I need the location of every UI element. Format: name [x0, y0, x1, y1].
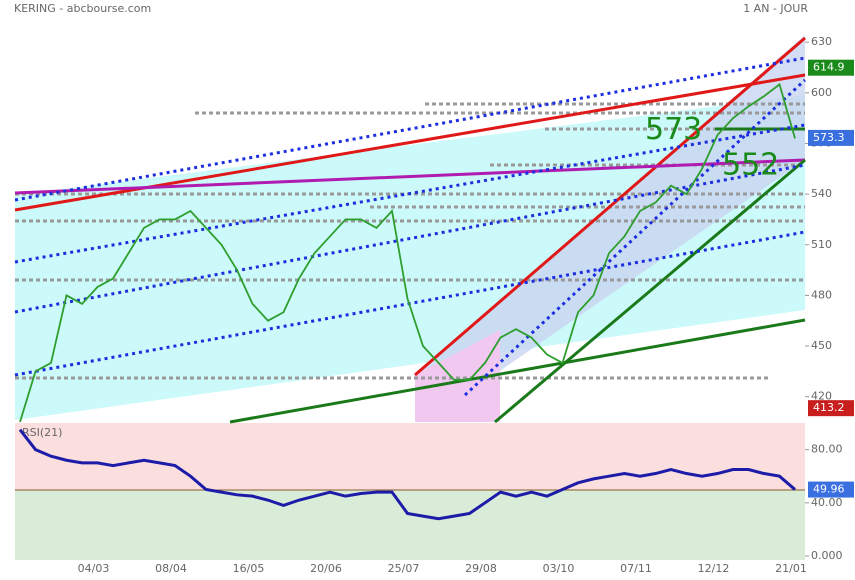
- y-tick-label: 540: [811, 187, 832, 200]
- y-tick-label: 40.00: [811, 496, 843, 509]
- x-tick-label: 16/05: [233, 562, 265, 575]
- price-tag: [808, 129, 854, 146]
- rsi-title: RSI(21): [22, 426, 62, 439]
- y-tick-label: 0.000: [811, 549, 843, 562]
- channel-fill: [415, 35, 805, 395]
- y-tick-label: 630: [811, 35, 832, 48]
- x-tick-label: 03/10: [543, 562, 575, 575]
- rsi-lower-zone: [15, 490, 805, 560]
- x-tick-label: 25/07: [388, 562, 420, 575]
- x-tick-label: 21/01: [775, 562, 807, 575]
- y-tick-label: 450: [811, 339, 832, 352]
- x-tick-label: 12/12: [698, 562, 730, 575]
- price-tag-label: 614.9: [813, 61, 845, 74]
- y-tick-label: 510: [811, 238, 832, 251]
- x-tick-label: 08/04: [155, 562, 187, 575]
- trend-dotted: [14, 56, 807, 397]
- x-tick-label: 20/06: [310, 562, 342, 575]
- rsi-upper-zone: [15, 423, 805, 490]
- x-tick-label: 07/11: [620, 562, 652, 575]
- x-tick-label: 29/08: [465, 562, 497, 575]
- series-line: [19, 82, 796, 423]
- price-tag-label: 413.2: [813, 401, 845, 414]
- channel-fill: [415, 330, 500, 422]
- annotation: 573: [645, 112, 702, 147]
- x-tick-label: 04/03: [78, 562, 110, 575]
- y-tick-label: 80.00: [811, 443, 843, 456]
- y-tick-label: 480: [811, 288, 832, 301]
- series-line: [18, 428, 796, 521]
- chart-subtitle: 1 AN - JOUR: [743, 2, 808, 15]
- y-tick-label: 420: [811, 390, 832, 403]
- price-tag-label: 573.3: [813, 131, 845, 144]
- price-tag: [808, 481, 854, 498]
- price-tag: [808, 400, 854, 417]
- y-tick-label: 600: [811, 86, 832, 99]
- price-tag-label: 49.96: [813, 483, 845, 496]
- price-tag: [808, 59, 854, 76]
- annotation: 552: [722, 147, 779, 182]
- chart-title: KERING - abcbourse.com: [14, 2, 151, 15]
- trend-lines: [14, 36, 806, 424]
